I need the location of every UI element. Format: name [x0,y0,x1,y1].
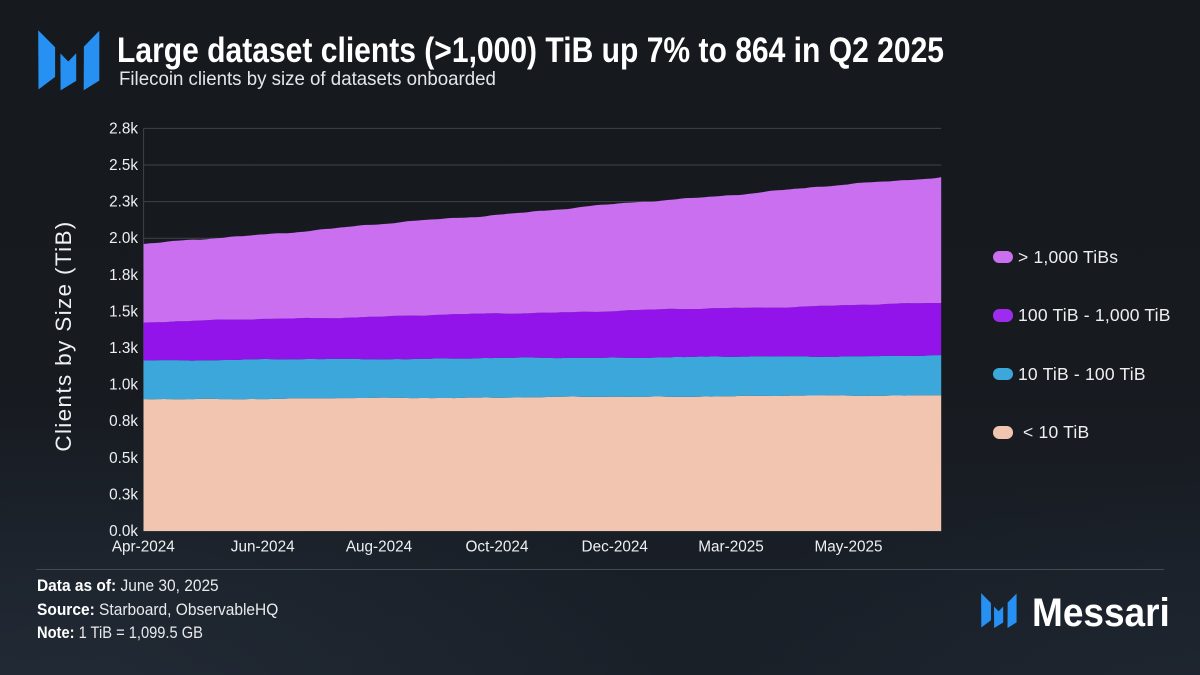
svg-text:Oct-2024: Oct-2024 [466,538,529,555]
svg-text:1.5k: 1.5k [109,303,138,320]
svg-text:2.3k: 2.3k [109,194,138,211]
svg-text:1.8k: 1.8k [109,267,138,284]
svg-text:2.0k: 2.0k [109,230,138,247]
svg-text:0.5k: 0.5k [109,450,138,467]
svg-text:Dec-2024: Dec-2024 [582,538,649,555]
svg-text:Mar-2025: Mar-2025 [698,538,763,555]
svg-text:May-2025: May-2025 [814,538,882,555]
svg-text:Aug-2024: Aug-2024 [346,538,413,555]
svg-text:1.3k: 1.3k [109,340,138,357]
svg-text:Jun-2024: Jun-2024 [231,538,295,555]
svg-text:2.5k: 2.5k [109,157,138,174]
svg-text:0.8k: 0.8k [109,413,138,430]
svg-text:0.0k: 0.0k [109,523,138,540]
svg-text:2.8k: 2.8k [109,120,138,137]
svg-text:Apr-2024: Apr-2024 [112,538,175,555]
svg-text:0.3k: 0.3k [109,486,138,503]
svg-text:1.0k: 1.0k [109,377,138,394]
